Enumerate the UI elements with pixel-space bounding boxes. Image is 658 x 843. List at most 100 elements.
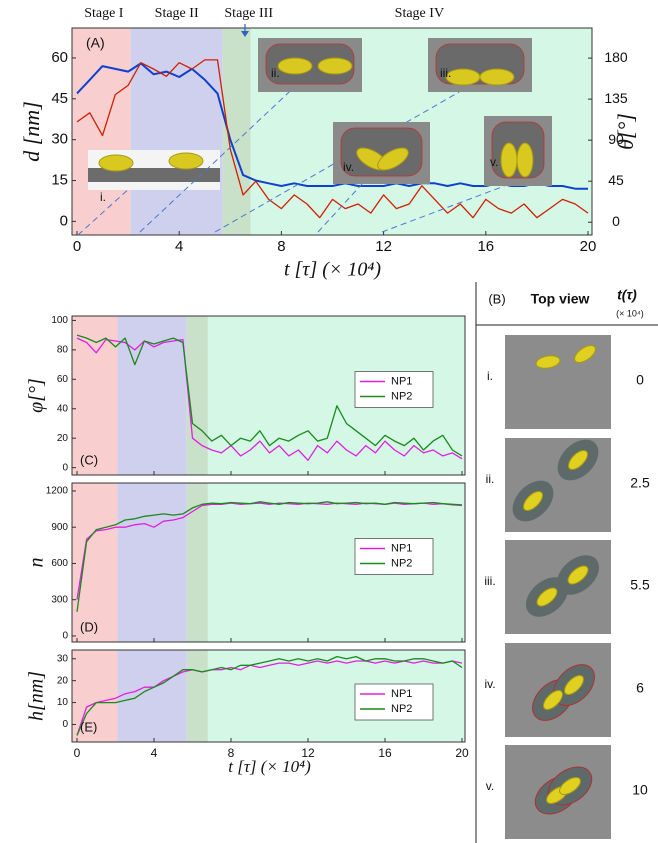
x-tick-label: 16	[378, 746, 392, 760]
inset-pointer	[381, 185, 505, 233]
y-tick-label: 45	[51, 90, 68, 107]
data-line	[76, 337, 463, 461]
nanoparticle	[564, 675, 584, 695]
data-line	[76, 334, 463, 457]
panel-label: (A)	[86, 35, 105, 51]
y-tick-label: 300	[51, 594, 68, 605]
inset-membrane	[340, 127, 423, 177]
panel-b-time-unit: (× 10⁴)	[616, 308, 644, 318]
nanoparticle	[168, 152, 204, 170]
inset-membrane	[88, 168, 220, 182]
x-tick-label: 16	[477, 238, 494, 255]
legend-label: NP1	[391, 542, 412, 554]
inset-label: ii.	[271, 66, 280, 80]
y-tick-label: 100	[51, 315, 68, 326]
nanoparticle	[479, 68, 515, 86]
x-tick-label: 20	[455, 746, 469, 760]
y-tick-label: 0	[60, 212, 68, 229]
legend-label: NP2	[391, 390, 412, 402]
row-label: iv.	[484, 677, 495, 691]
stage-band	[72, 28, 131, 235]
y-tick-label: 40	[57, 403, 69, 414]
data-line	[76, 660, 463, 736]
stage-arrow-head	[241, 31, 249, 37]
stage-label: Stage II	[155, 6, 199, 21]
x-tick-label: 4	[175, 238, 183, 255]
x-tick-label: 4	[151, 746, 158, 760]
y-tick-label: 30	[57, 653, 69, 664]
legend-box	[354, 683, 434, 721]
x-tick-label: 8	[277, 238, 285, 255]
x-tick-label: 12	[375, 238, 392, 255]
x-axis-label: t [τ] (× 10⁴)	[284, 259, 381, 281]
y-axis-label: h[nm]	[26, 671, 48, 721]
row-time: 2.5	[630, 475, 650, 491]
legend-box	[354, 538, 434, 575]
stage-band	[186, 316, 208, 475]
row-label: ii.	[486, 472, 495, 486]
row-label: v.	[486, 779, 494, 793]
y-tick-label: 1200	[46, 486, 69, 497]
y2-tick-label: 180	[604, 49, 628, 65]
y-tick-label: 20	[57, 433, 69, 444]
y2-tick-label: 0	[612, 213, 620, 229]
stage-band	[130, 28, 223, 235]
legend-label: NP2	[391, 703, 412, 715]
legend-label: NP2	[391, 557, 412, 569]
nanoparticle	[277, 57, 313, 75]
legend-label: NP1	[391, 688, 412, 700]
y-tick-label: 80	[57, 345, 69, 356]
nanoparticle	[543, 690, 563, 710]
x-axis-label: t [τ] (× 10⁴)	[228, 757, 311, 776]
panel-label: (C)	[80, 452, 98, 467]
stage-label: Stage IV	[395, 6, 444, 21]
nanoparticle	[567, 565, 589, 585]
y-tick-label: 0	[62, 462, 68, 473]
plot-frame	[71, 315, 466, 476]
panel-label: (D)	[80, 619, 98, 634]
data-line	[76, 501, 463, 612]
y-tick-label: 60	[57, 374, 69, 385]
nanoparticle	[568, 450, 588, 470]
row-label: i.	[487, 369, 493, 383]
y-axis-label: φ[°]	[26, 378, 48, 413]
y-axis-label: n	[26, 558, 48, 568]
y-tick-label: 60	[51, 49, 68, 66]
x-tick-label: 8	[228, 746, 235, 760]
x-tick-label: 20	[580, 238, 597, 255]
y-tick-label: 30	[51, 131, 68, 148]
row-time: 0	[636, 372, 644, 388]
stage-label: Stage I	[84, 6, 124, 21]
y2-axis-label: θ[°]	[613, 113, 638, 150]
inset-label: iv.	[343, 160, 354, 174]
row-time: 10	[632, 782, 648, 798]
stage-band	[117, 650, 187, 742]
data-line	[76, 59, 589, 219]
y-tick-label: 10	[57, 697, 69, 708]
y-tick-label: 900	[51, 522, 68, 533]
y-axis-label: d [nm]	[19, 101, 44, 162]
nanoparticle	[535, 355, 561, 369]
nanoparticle	[500, 142, 518, 178]
plot-frame	[71, 27, 593, 236]
y-tick-label: 0	[62, 719, 68, 730]
stage-band	[117, 483, 187, 642]
x-tick-label: 0	[74, 746, 81, 760]
nanoparticle	[317, 57, 353, 75]
stage-band	[117, 316, 187, 475]
plot-frame	[71, 482, 466, 643]
panel-b-header: Top view	[531, 291, 590, 307]
y-tick-label: 0	[62, 631, 68, 642]
stage-band	[186, 483, 208, 642]
y2-tick-label: 45	[608, 172, 624, 188]
nanoparticle	[377, 147, 409, 171]
inset-pointer	[77, 189, 128, 236]
y2-tick-label: 135	[604, 90, 628, 106]
data-line	[76, 655, 463, 736]
inset-label: v.	[490, 155, 498, 169]
legend-label: NP1	[391, 375, 412, 387]
legend-box	[354, 371, 434, 408]
x-tick-label: 0	[73, 238, 81, 255]
inset-pointer	[317, 183, 363, 233]
nanoparticle	[536, 587, 558, 607]
